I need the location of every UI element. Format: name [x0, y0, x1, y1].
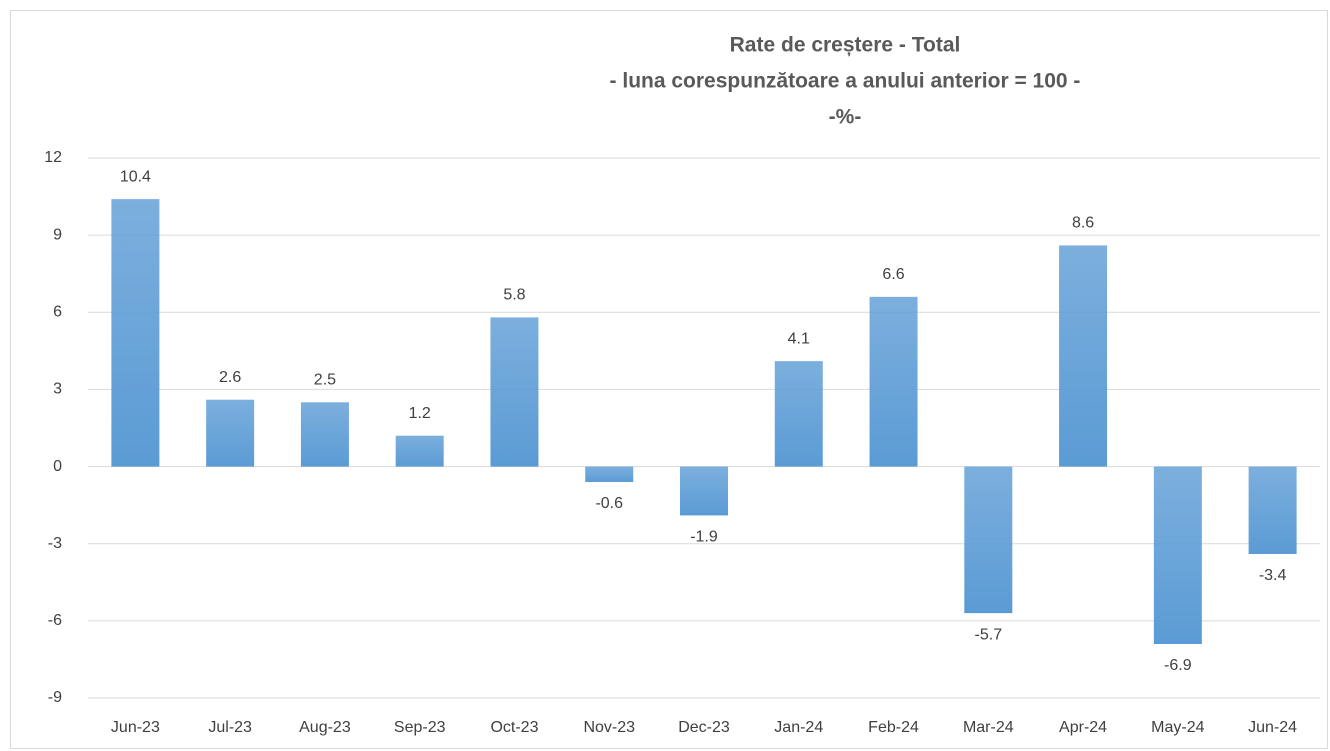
y-tick-label: 9: [53, 226, 62, 243]
bar: [680, 466, 728, 516]
x-tick-label: Oct-23: [490, 719, 538, 736]
value-label: 2.6: [219, 369, 241, 386]
x-tick-label: Nov-23: [583, 719, 635, 736]
x-tick-label: Jul-23: [208, 719, 252, 736]
y-tick-label: -3: [48, 535, 62, 552]
x-tick-label: Apr-24: [1059, 719, 1107, 736]
x-tick-label: Dec-23: [678, 719, 730, 736]
x-tick-label: Jun-23: [111, 719, 160, 736]
bar: [1059, 245, 1108, 467]
x-tick-label: Mar-24: [963, 719, 1014, 736]
y-tick-label: 6: [53, 304, 62, 321]
chart-unit: -%-: [829, 106, 862, 129]
bar: [395, 435, 444, 467]
chart-subtitle: - luna corespunzătoare a anului anterior…: [610, 70, 1081, 93]
value-label: 2.5: [314, 372, 336, 389]
x-tick-label: Sep-23: [394, 719, 446, 736]
bar: [206, 399, 255, 467]
value-label: -5.7: [975, 626, 1003, 643]
value-label: -0.6: [595, 495, 623, 512]
value-label: 1.2: [409, 405, 431, 422]
y-tick-label: 3: [53, 381, 62, 398]
y-tick-label: -9: [48, 689, 62, 706]
bar: [1153, 466, 1202, 644]
value-label: 5.8: [503, 287, 525, 304]
x-tick-label: Aug-23: [299, 719, 351, 736]
y-tick-label: -6: [48, 612, 62, 629]
bar: [1248, 466, 1297, 554]
bar: [964, 466, 1013, 614]
value-label: -3.4: [1259, 567, 1287, 584]
bar: [869, 296, 918, 467]
bar: [111, 199, 160, 467]
value-label: 4.1: [788, 330, 810, 347]
x-tick-label: Jun-24: [1248, 719, 1297, 736]
bar: [490, 317, 539, 467]
chart-title: Rate de creștere - Total: [730, 34, 961, 57]
value-label: -6.9: [1164, 657, 1192, 674]
value-label: 6.6: [882, 266, 904, 283]
x-tick-label: Feb-24: [868, 719, 919, 736]
value-label: -1.9: [690, 529, 718, 546]
x-tick-label: Jan-24: [774, 719, 823, 736]
bar: [774, 361, 823, 467]
x-tick-label: May-24: [1151, 719, 1204, 736]
chart-border: [10, 10, 1328, 749]
y-tick-label: 0: [53, 458, 62, 475]
bar: [585, 466, 634, 482]
value-label: 8.6: [1072, 215, 1094, 232]
value-label: 10.4: [120, 168, 151, 185]
bar: [300, 402, 349, 467]
y-tick-label: 12: [44, 149, 62, 166]
